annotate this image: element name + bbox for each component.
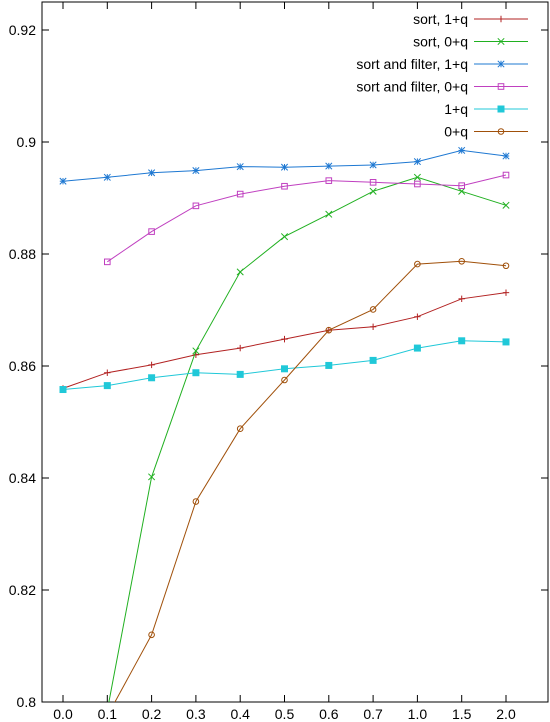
legend-marker-1	[497, 37, 505, 46]
data-point-3	[414, 180, 421, 188]
y-tick-label: 0.82	[9, 582, 36, 598]
legend-marker-3	[497, 83, 505, 90]
data-point-2	[413, 158, 421, 166]
data-point-1	[502, 201, 510, 209]
data-point-4	[59, 386, 67, 394]
data-point-4	[281, 365, 288, 373]
data-point-0	[281, 335, 288, 343]
y-tick-label: 0.9	[17, 134, 37, 150]
series-line-5	[114, 260, 507, 702]
x-tick-label: 1.0	[408, 706, 428, 722]
data-point-4	[103, 382, 111, 390]
data-point-1	[148, 473, 156, 481]
legend-label-4: 1+q	[444, 101, 468, 117]
data-point-1	[192, 347, 200, 355]
data-point-0	[237, 344, 244, 352]
data-point-5	[236, 425, 244, 433]
data-point-0	[458, 295, 465, 302]
data-point-2	[148, 169, 156, 177]
data-point-2	[458, 146, 466, 154]
data-point-3	[502, 171, 510, 179]
y-tick-label: 0.88	[9, 246, 36, 262]
data-point-3	[458, 182, 465, 189]
series-line-3	[107, 174, 507, 263]
data-point-3	[148, 228, 155, 235]
data-point-5	[325, 326, 333, 334]
data-point-2	[192, 167, 200, 175]
data-point-0	[148, 361, 155, 369]
data-point-4	[413, 344, 421, 352]
x-tick-label: 0.6	[319, 706, 339, 722]
data-point-5	[458, 257, 466, 265]
x-tick-label: 1.5	[452, 706, 472, 722]
legend-marker-0	[497, 15, 505, 23]
data-point-3	[325, 177, 333, 184]
data-point-2	[369, 161, 377, 169]
data-point-2	[59, 177, 67, 185]
series-line-1	[108, 176, 507, 702]
legend-marker-2	[497, 60, 505, 68]
x-tick-label: 0.2	[142, 706, 162, 722]
legend-label-3: sort and filter, 0+q	[356, 79, 468, 95]
data-point-4	[502, 338, 510, 346]
data-point-0	[502, 289, 510, 296]
series-line-4	[62, 340, 507, 390]
data-point-5	[414, 260, 421, 268]
data-point-4	[236, 370, 244, 378]
y-tick-label: 0.8	[17, 694, 37, 710]
data-point-5	[148, 631, 155, 639]
data-point-3	[104, 258, 111, 266]
x-tick-label: 0.4	[230, 706, 250, 722]
data-point-1	[369, 187, 377, 195]
data-point-0	[104, 369, 111, 376]
data-point-1	[236, 268, 244, 276]
data-point-5	[281, 376, 288, 384]
data-point-3	[192, 202, 200, 210]
legend-marker-4	[497, 105, 505, 113]
data-point-1	[413, 173, 421, 181]
y-tick-label: 0.84	[9, 470, 36, 486]
x-tick-label: 0.1	[98, 706, 118, 722]
data-point-4	[458, 337, 466, 345]
data-point-4	[325, 361, 333, 369]
data-point-1	[458, 187, 466, 195]
data-point-2	[325, 162, 333, 170]
legend-label-1: sort, 0+q	[413, 34, 468, 50]
x-tick-label: 0.7	[363, 706, 383, 722]
x-tick-label: 0.5	[275, 706, 295, 722]
data-point-0	[192, 351, 200, 358]
data-point-5	[369, 306, 377, 313]
data-point-4	[369, 356, 377, 364]
data-point-1	[325, 210, 333, 218]
data-point-3	[281, 182, 288, 190]
data-point-3	[369, 179, 377, 186]
data-point-5	[192, 498, 200, 505]
data-point-2	[236, 163, 244, 171]
y-tick-label: 0.86	[9, 358, 36, 374]
legend-label-2: sort and filter, 1+q	[356, 56, 468, 72]
data-point-0	[369, 323, 377, 330]
legend-marker-5	[497, 128, 505, 135]
data-point-3	[236, 190, 244, 198]
data-point-4	[148, 374, 156, 382]
data-point-2	[502, 152, 510, 160]
legend-label-5: 0+q	[444, 124, 468, 140]
legend-label-0: sort, 1+q	[413, 11, 468, 27]
y-tick-label: 0.92	[9, 22, 36, 38]
plot-frame	[41, 1, 549, 703]
x-tick-label: 0.0	[53, 706, 73, 722]
x-tick-label: 0.3	[186, 706, 206, 722]
data-point-2	[280, 163, 289, 171]
data-point-4	[192, 369, 200, 377]
data-point-2	[103, 173, 111, 181]
data-point-5	[502, 262, 510, 270]
data-point-1	[280, 233, 289, 241]
x-tick-label: 2.0	[496, 706, 516, 722]
data-point-0	[414, 313, 421, 320]
